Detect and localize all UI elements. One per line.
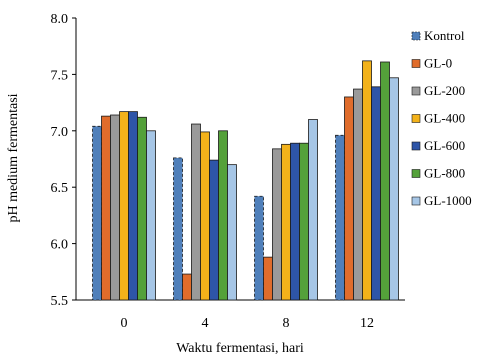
bar-gl-1000-day-4: [227, 164, 237, 301]
bar-gl-800-day-8: [299, 142, 309, 301]
legend-label-gl-600: GL-600: [424, 138, 465, 153]
legend-swatch-gl-200: [411, 86, 421, 96]
bar-gl-0-day-8: [263, 256, 273, 301]
bar-gl-600-day-4: [209, 159, 219, 301]
x-tick-label: 0: [121, 316, 128, 331]
legend-label-gl-1000: GL-1000: [424, 193, 472, 208]
bar-kontrol-day-0: [92, 125, 102, 301]
legend-swatch-gl-600: [411, 141, 421, 151]
y-tick-label: 8.0: [51, 12, 69, 27]
legend: Kontrol GL-0 GL-200 GL-400 GL-600 GL-800 GL-10…: [411, 28, 472, 208]
legend-label-kontrol: Kontrol: [424, 28, 465, 43]
bar-gl-400-day-12: [362, 60, 372, 301]
x-tick-labels: 0 4 8 12: [121, 316, 375, 331]
y-tick-labels: 5.5 6.0 6.5 7.0 7.5 8.0: [51, 12, 76, 309]
y-tick-label: 6.5: [51, 181, 69, 196]
bar-kontrol-day-8: [254, 195, 264, 301]
x-tick-label: 4: [202, 316, 209, 331]
legend-swatch-gl-0: [411, 59, 421, 68]
bar-gl-1000-day-0: [146, 130, 156, 301]
bar-gl-1000-day-8: [308, 119, 318, 301]
y-tick-label: 7.0: [51, 125, 69, 140]
legend-swatch-gl-1000: [411, 196, 421, 206]
bar-gl-1000-day-12: [389, 77, 399, 301]
bar-gl-600-day-8: [290, 142, 300, 301]
legend-label-gl-800: GL-800: [424, 166, 465, 181]
y-axis-title: pH medium fermentasi: [6, 93, 21, 222]
y-tick-label: 7.5: [51, 68, 69, 83]
bar-gl-400-day-0: [119, 111, 129, 301]
bar-kontrol-day-4: [173, 157, 183, 301]
bar-gl-0-day-0: [101, 115, 111, 301]
bar-gl-800-day-4: [218, 130, 228, 301]
bar-gl-0-day-12: [344, 96, 354, 301]
bar-gl-200-day-4: [191, 123, 201, 301]
legend-label-gl-400: GL-400: [424, 111, 465, 126]
bar-gl-200-day-12: [353, 88, 363, 301]
bar-gl-600-day-12: [371, 86, 381, 301]
bar-gl-400-day-8: [281, 143, 291, 301]
bars-group: [92, 60, 399, 301]
bar-gl-200-day-0: [110, 114, 120, 301]
bar-gl-600-day-0: [128, 111, 138, 301]
bar-gl-200-day-8: [272, 148, 282, 301]
legend-label-gl-200: GL-200: [424, 83, 465, 98]
legend-label-gl-0: GL-0: [424, 56, 452, 71]
x-tick-label: 8: [283, 316, 290, 331]
x-axis-title: Waktu fermentasi, hari: [176, 341, 304, 356]
legend-swatch-kontrol: [411, 31, 421, 41]
bar-gl-400-day-4: [200, 131, 210, 301]
bar-gl-800-day-0: [137, 116, 147, 301]
bar-gl-0-day-4: [182, 273, 192, 301]
y-tick-label: 5.5: [51, 294, 69, 309]
x-tick-label: 12: [360, 316, 374, 331]
bar-gl-800-day-12: [380, 61, 390, 301]
legend-swatch-gl-800: [411, 169, 421, 178]
bar-kontrol-day-12: [335, 134, 345, 301]
y-tick-label: 6.0: [51, 238, 69, 253]
legend-swatch-gl-400: [411, 114, 421, 123]
